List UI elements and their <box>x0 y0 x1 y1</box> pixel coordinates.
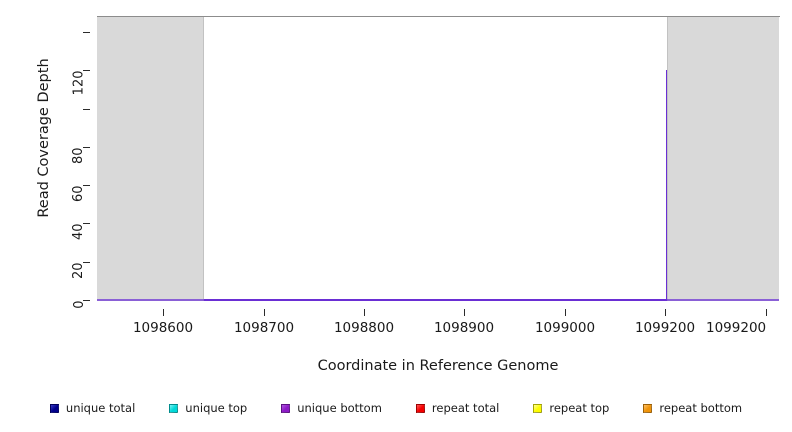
square-swatch-icon <box>415 403 425 413</box>
repeat-region-shade-right <box>668 17 779 301</box>
square-swatch-icon <box>169 403 179 413</box>
plot-panel-top-border <box>97 16 780 17</box>
square-swatch-icon <box>49 403 59 413</box>
y-tick-60 <box>83 185 90 186</box>
y-tick-100 <box>83 109 90 110</box>
x-tick-label-1099000: 1099000 <box>534 320 596 336</box>
legend-label-repeat-total: repeat total <box>431 401 500 415</box>
x-tick-label-1099200: 1099200 <box>706 320 767 336</box>
x-tick-1099100 <box>665 309 666 316</box>
square-swatch-icon <box>643 403 653 413</box>
square-swatch-icon <box>533 403 543 413</box>
y-tick-40 <box>83 223 90 224</box>
baseline-zero-line <box>97 299 779 301</box>
repeat-region-edge-right <box>667 17 668 301</box>
y-tick-80 <box>83 147 90 148</box>
square-swatch-icon <box>281 403 291 413</box>
y-tick-140 <box>83 32 90 33</box>
x-tick-label-1099100: 1099200 <box>634 320 696 336</box>
x-tick-label-1098900: 1098900 <box>433 320 495 336</box>
legend-label-unique-top: unique top <box>185 401 248 415</box>
y-tick-0 <box>83 300 90 301</box>
y-tick-label-40: 40 <box>71 223 87 241</box>
x-tick-label-1098700: 1098700 <box>233 320 295 336</box>
y-tick-20 <box>83 262 90 263</box>
x-tick-1098600 <box>163 309 164 316</box>
legend-item-unique-top[interactable]: unique top <box>169 401 247 415</box>
x-tick-label-1098600: 1098600 <box>132 320 194 336</box>
legend-label-repeat-top: repeat top <box>549 401 610 415</box>
legend-item-unique-total[interactable]: unique total <box>49 401 136 415</box>
y-axis: 0 20 40 60 80 120 <box>0 0 97 320</box>
chart-legend: unique total unique top unique bottom re… <box>0 398 792 418</box>
x-tick-1099000 <box>565 309 566 316</box>
x-axis-title: Coordinate in Reference Genome <box>317 358 559 374</box>
repeat-region-shade-left <box>97 17 203 301</box>
y-tick-label-120: 120 <box>71 70 87 96</box>
legend-label-unique-bottom: unique bottom <box>297 401 382 415</box>
legend-item-repeat-total[interactable]: repeat total <box>415 401 500 415</box>
legend-item-unique-bottom[interactable]: unique bottom <box>281 401 382 415</box>
x-tick-1098700 <box>264 309 265 316</box>
y-tick-120 <box>83 70 90 71</box>
y-tick-label-20: 20 <box>71 262 87 280</box>
repeat-region-edge-left <box>203 17 204 301</box>
legend-item-repeat-bottom[interactable]: repeat bottom <box>643 401 742 415</box>
y-tick-label-0: 0 <box>71 300 87 309</box>
legend-label-unique-total: unique total <box>65 401 136 415</box>
x-tick-1098900 <box>464 309 465 316</box>
x-tick-1098800 <box>364 309 365 316</box>
legend-label-repeat-bottom: repeat bottom <box>659 401 743 415</box>
x-tick-1099200 <box>766 309 767 316</box>
y-tick-label-60: 60 <box>71 185 87 203</box>
y-tick-label-80: 80 <box>71 147 87 165</box>
x-tick-label-1098800: 1098800 <box>333 320 395 336</box>
legend-item-repeat-top[interactable]: repeat top <box>533 401 609 415</box>
plot-area <box>97 17 779 301</box>
